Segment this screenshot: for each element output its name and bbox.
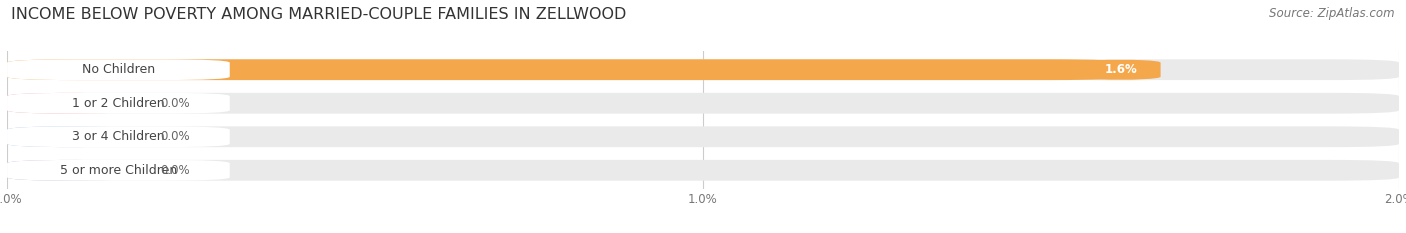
FancyBboxPatch shape — [7, 160, 132, 181]
FancyBboxPatch shape — [7, 126, 132, 147]
FancyBboxPatch shape — [7, 59, 229, 80]
FancyBboxPatch shape — [7, 126, 229, 147]
FancyBboxPatch shape — [7, 126, 1399, 147]
Text: 1 or 2 Children: 1 or 2 Children — [72, 97, 165, 110]
Text: INCOME BELOW POVERTY AMONG MARRIED-COUPLE FAMILIES IN ZELLWOOD: INCOME BELOW POVERTY AMONG MARRIED-COUPL… — [11, 7, 627, 22]
FancyBboxPatch shape — [7, 59, 1121, 80]
FancyBboxPatch shape — [7, 93, 229, 114]
Text: 0.0%: 0.0% — [160, 130, 190, 143]
Text: 3 or 4 Children: 3 or 4 Children — [72, 130, 165, 143]
Text: 1.6%: 1.6% — [1104, 63, 1137, 76]
Text: Source: ZipAtlas.com: Source: ZipAtlas.com — [1270, 7, 1395, 20]
FancyBboxPatch shape — [7, 93, 132, 114]
Text: No Children: No Children — [82, 63, 155, 76]
Text: 0.0%: 0.0% — [160, 164, 190, 177]
Text: 0.0%: 0.0% — [160, 97, 190, 110]
Text: 5 or more Children: 5 or more Children — [60, 164, 177, 177]
FancyBboxPatch shape — [7, 59, 1399, 80]
FancyBboxPatch shape — [7, 160, 229, 181]
FancyBboxPatch shape — [1081, 59, 1160, 80]
FancyBboxPatch shape — [7, 93, 1399, 114]
FancyBboxPatch shape — [7, 160, 1399, 181]
